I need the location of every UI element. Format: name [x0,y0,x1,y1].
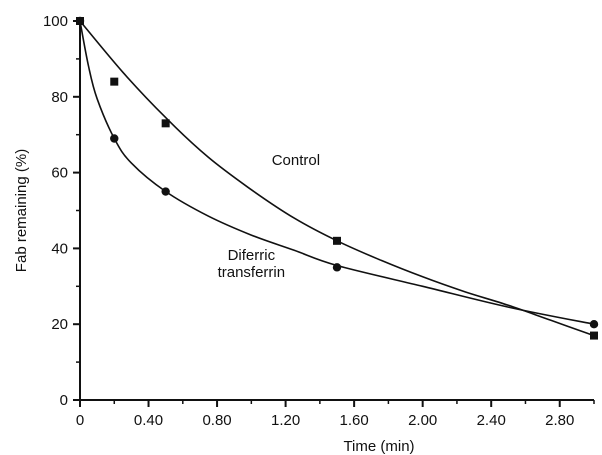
y-tick-label: 100 [43,13,68,30]
x-axis-title: Time (min) [343,438,414,455]
annotation-line: Diferric [228,247,276,264]
x-tick-label: 2.80 [545,412,574,429]
annotations: Control Diferric transferrin [218,152,320,281]
y-ticks: 0 20 40 60 80 100 [43,13,80,409]
data-point-diferric-transferrin [110,134,119,143]
y-tick-label: 20 [51,316,68,333]
x-tick-label: 0.80 [202,412,231,429]
y-tick-label: 80 [51,89,68,106]
x-tick-label: 2.40 [477,412,506,429]
x-tick-label: 1.20 [271,412,300,429]
annotation-0: Control [272,152,320,169]
y-axis-title: Fab remaining (%) [13,149,30,272]
annotation-line: Control [272,152,320,169]
y-tick-label: 0 [60,392,68,409]
annotation-1: Diferric transferrin [218,247,286,281]
data-point-diferric-transferrin [589,320,599,329]
data-point-control [110,77,119,86]
x-ticks: 0 0.40 0.80 1.20 1.60 2.00 2.40 2.80 [76,400,595,429]
x-tick-label: 2.00 [408,412,437,429]
y-tick-label: 40 [51,240,68,257]
data-point-diferric-transferrin [332,263,342,272]
data-point-control [590,331,598,340]
fit-curves [79,20,595,337]
x-tick-label: 0.40 [134,412,163,429]
fit-curve-diferric-transferrin [79,20,595,325]
x-tick-label: 1.60 [340,412,369,429]
data-point-diferric-transferrin [75,16,85,26]
data-point-control [161,119,170,128]
data-point-diferric-transferrin [161,187,170,196]
y-axis: 0 20 40 60 80 100 [43,13,81,409]
annotation-line: transferrin [218,264,286,281]
data-point-control [333,236,341,245]
y-tick-label: 60 [51,165,68,182]
fit-curve-control [79,20,595,337]
x-axis: 0 0.40 0.80 1.20 1.60 2.00 2.40 2.80 [76,399,595,429]
x-tick-label: 0 [76,412,84,429]
data-points [75,16,599,340]
